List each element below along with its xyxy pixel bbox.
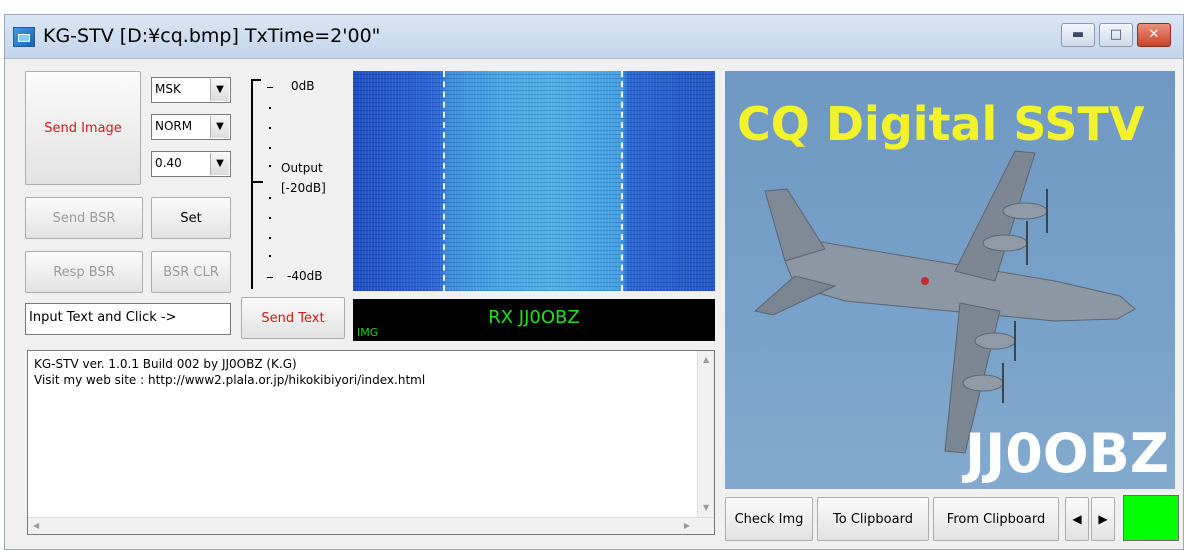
close-icon: ✕ bbox=[1148, 27, 1160, 42]
app-window: KG-STV [D:¥cq.bmp] TxTime=2'00" ▬ □ ✕ Se… bbox=[4, 14, 1184, 550]
message-text-input[interactable]: Input Text and Click -> bbox=[25, 303, 231, 335]
meter-mid-label: [-20dB] bbox=[281, 181, 326, 195]
minimize-button[interactable]: ▬ bbox=[1061, 23, 1095, 47]
scroll-down-icon: ▼ bbox=[703, 503, 710, 512]
rx-mode-tag: IMG bbox=[357, 326, 379, 339]
close-button[interactable]: ✕ bbox=[1137, 23, 1171, 47]
scroll-up-icon: ▲ bbox=[703, 355, 710, 364]
check-img-button[interactable]: Check Img bbox=[725, 497, 813, 541]
vertical-scrollbar[interactable]: ▲ ▼ bbox=[697, 351, 714, 534]
meter-bottom-label: -40dB bbox=[287, 269, 323, 283]
waterfall-display[interactable] bbox=[353, 71, 715, 291]
triangle-right-icon: ▶ bbox=[1098, 512, 1108, 526]
maximize-button[interactable]: □ bbox=[1099, 23, 1133, 47]
from-clipboard-button[interactable]: From Clipboard bbox=[933, 497, 1059, 541]
previous-button[interactable]: ◀ bbox=[1065, 497, 1089, 541]
mode-select[interactable]: MSK ▼ bbox=[151, 77, 231, 103]
waterfall-marker-high bbox=[621, 71, 623, 291]
image-headline: CQ Digital SSTV bbox=[737, 97, 1145, 151]
app-icon bbox=[13, 27, 35, 47]
log-line-1: KG-STV ver. 1.0.1 Build 002 by JJ0OBZ (K… bbox=[34, 357, 297, 371]
horizontal-scrollbar[interactable]: ◀ ▶ bbox=[28, 517, 714, 534]
send-text-button[interactable]: Send Text bbox=[241, 297, 345, 339]
rx-status-bar: IMG RX JJ0OBZ bbox=[353, 299, 715, 341]
scroll-right-icon: ▶ bbox=[683, 521, 690, 530]
log-line-2: Visit my web site : http://www2.plala.or… bbox=[34, 373, 426, 387]
scroll-left-icon: ◀ bbox=[33, 521, 40, 530]
to-clipboard-button[interactable]: To Clipboard bbox=[817, 497, 929, 541]
value-select[interactable]: 0.40 ▼ bbox=[151, 151, 231, 177]
airplane-image bbox=[753, 150, 1136, 454]
chevron-down-icon: ▼ bbox=[210, 79, 229, 101]
maximize-icon: □ bbox=[1109, 27, 1123, 42]
status-indicator bbox=[1123, 495, 1179, 541]
value-select-value: 0.40 bbox=[155, 156, 182, 170]
send-bsr-button[interactable]: Send BSR bbox=[25, 197, 143, 239]
chevron-down-icon: ▼ bbox=[210, 116, 229, 138]
meter-top-label: 0dB bbox=[291, 79, 315, 93]
bsr-clr-button[interactable]: BSR CLR bbox=[151, 251, 231, 293]
meter-output-label: Output bbox=[281, 161, 323, 175]
minimize-icon: ▬ bbox=[1071, 27, 1085, 42]
title-bar[interactable]: KG-STV [D:¥cq.bmp] TxTime=2'00" ▬ □ ✕ bbox=[5, 15, 1183, 59]
waterfall-marker-low bbox=[443, 71, 445, 291]
quality-select-value: NORM bbox=[155, 119, 193, 133]
quality-select[interactable]: NORM ▼ bbox=[151, 114, 231, 140]
log-textarea[interactable]: KG-STV ver. 1.0.1 Build 002 by JJ0OBZ (K… bbox=[27, 350, 715, 535]
set-button[interactable]: Set bbox=[151, 197, 231, 239]
rx-status-text: RX JJ0OBZ bbox=[488, 307, 580, 328]
chevron-down-icon: ▼ bbox=[210, 153, 229, 175]
send-image-button[interactable]: Send Image bbox=[25, 71, 141, 185]
resp-bsr-button[interactable]: Resp BSR bbox=[25, 251, 143, 293]
image-callsign: JJ0OBZ bbox=[965, 422, 1169, 485]
triangle-left-icon: ◀ bbox=[1072, 512, 1082, 526]
window-title: KG-STV [D:¥cq.bmp] TxTime=2'00" bbox=[43, 25, 381, 47]
next-button[interactable]: ▶ bbox=[1091, 497, 1115, 541]
image-preview[interactable]: CQ Digital SSTV JJ0OBZ bbox=[725, 71, 1175, 489]
mode-select-value: MSK bbox=[155, 82, 181, 96]
